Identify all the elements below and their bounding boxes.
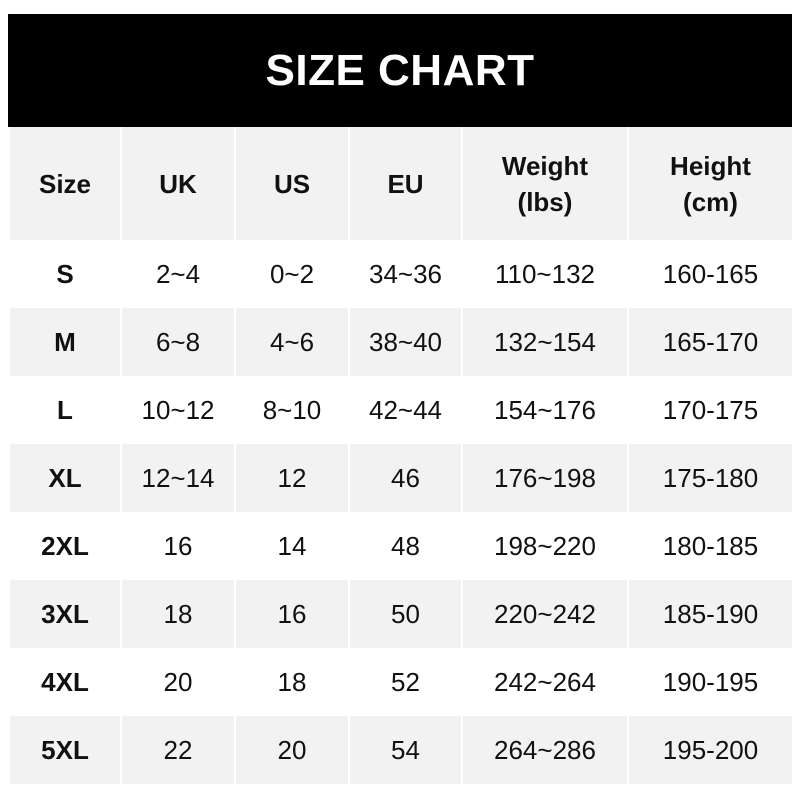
table-cell: 2~4 (120, 240, 236, 308)
table-cell: 176~198 (461, 444, 629, 512)
column-header: US (234, 127, 350, 240)
table-cell: 20 (234, 716, 350, 784)
table-cell: 170-175 (627, 376, 794, 444)
chart-title: SIZE CHART (8, 14, 792, 127)
table-cell: 220~242 (461, 580, 629, 648)
table-cell: 46 (348, 444, 463, 512)
size-cell: XL (8, 444, 122, 512)
table-cell: 52 (348, 648, 463, 716)
column-header-line: UK (159, 168, 197, 199)
table-cell: 180-185 (627, 512, 794, 580)
table-cell: 16 (120, 512, 236, 580)
column-header-line: (lbs) (517, 186, 573, 217)
table-cell: 22 (120, 716, 236, 784)
table-cell: 14 (234, 512, 350, 580)
size-cell: 3XL (8, 580, 122, 648)
size-cell: S (8, 240, 122, 308)
table-cell: 132~154 (461, 308, 629, 376)
column-header: Height (cm) (627, 127, 794, 240)
table-row: S 2~4 0~2 34~36 110~132 160-165 (8, 240, 794, 308)
table-row: 3XL 18 16 50 220~242 185-190 (8, 580, 794, 648)
size-chart: SIZE CHART Size UK US EU Weight (lbs) Height (c… (8, 14, 794, 784)
table-row: 5XL 22 20 54 264~286 195-200 (8, 716, 794, 784)
size-cell: L (8, 376, 122, 444)
column-header: UK (120, 127, 236, 240)
size-cell: 4XL (8, 648, 122, 716)
table-cell: 242~264 (461, 648, 629, 716)
table-cell: 10~12 (120, 376, 236, 444)
column-header-line: (cm) (683, 186, 738, 217)
table-cell: 160-165 (627, 240, 794, 308)
table-row: M 6~8 4~6 38~40 132~154 165-170 (8, 308, 794, 376)
table-row: L 10~12 8~10 42~44 154~176 170-175 (8, 376, 794, 444)
table-cell: 165-170 (627, 308, 794, 376)
column-header-line: Height (670, 150, 751, 181)
table-cell: 34~36 (348, 240, 463, 308)
table-cell: 18 (120, 580, 236, 648)
table-cell: 6~8 (120, 308, 236, 376)
table-cell: 54 (348, 716, 463, 784)
table-cell: 154~176 (461, 376, 629, 444)
table-cell: 110~132 (461, 240, 629, 308)
table-cell: 175-180 (627, 444, 794, 512)
table-cell: 190-195 (627, 648, 794, 716)
column-header-line: EU (387, 168, 424, 199)
column-header-line: Weight (501, 150, 589, 181)
size-cell: 2XL (8, 512, 122, 580)
table-cell: 50 (348, 580, 463, 648)
size-cell: 5XL (8, 716, 122, 784)
table-cell: 20 (120, 648, 236, 716)
table-cell: 42~44 (348, 376, 463, 444)
header-row: Size UK US EU Weight (lbs) Height (cm) (8, 127, 794, 240)
table-cell: 185-190 (627, 580, 794, 648)
table-cell: 198~220 (461, 512, 629, 580)
column-header: Size (8, 127, 122, 240)
column-header: Weight (lbs) (461, 127, 629, 240)
table-row: 4XL 20 18 52 242~264 190-195 (8, 648, 794, 716)
table-cell: 12~14 (120, 444, 236, 512)
table-cell: 18 (234, 648, 350, 716)
table-cell: 48 (348, 512, 463, 580)
table-cell: 264~286 (461, 716, 629, 784)
table-cell: 4~6 (234, 308, 350, 376)
table-cell: 12 (234, 444, 350, 512)
size-cell: M (8, 308, 122, 376)
table-cell: 16 (234, 580, 350, 648)
column-header: EU (348, 127, 463, 240)
column-header-line: US (273, 168, 311, 199)
table-cell: 8~10 (234, 376, 350, 444)
table-row: 2XL 16 14 48 198~220 180-185 (8, 512, 794, 580)
table-cell: 195-200 (627, 716, 794, 784)
table-cell: 0~2 (234, 240, 350, 308)
table-cell: 38~40 (348, 308, 463, 376)
table-row: XL 12~14 12 46 176~198 175-180 (8, 444, 794, 512)
column-header-line: Size (38, 168, 92, 199)
size-table: Size UK US EU Weight (lbs) Height (cm) S 2~4 0~2 3… (8, 127, 794, 784)
